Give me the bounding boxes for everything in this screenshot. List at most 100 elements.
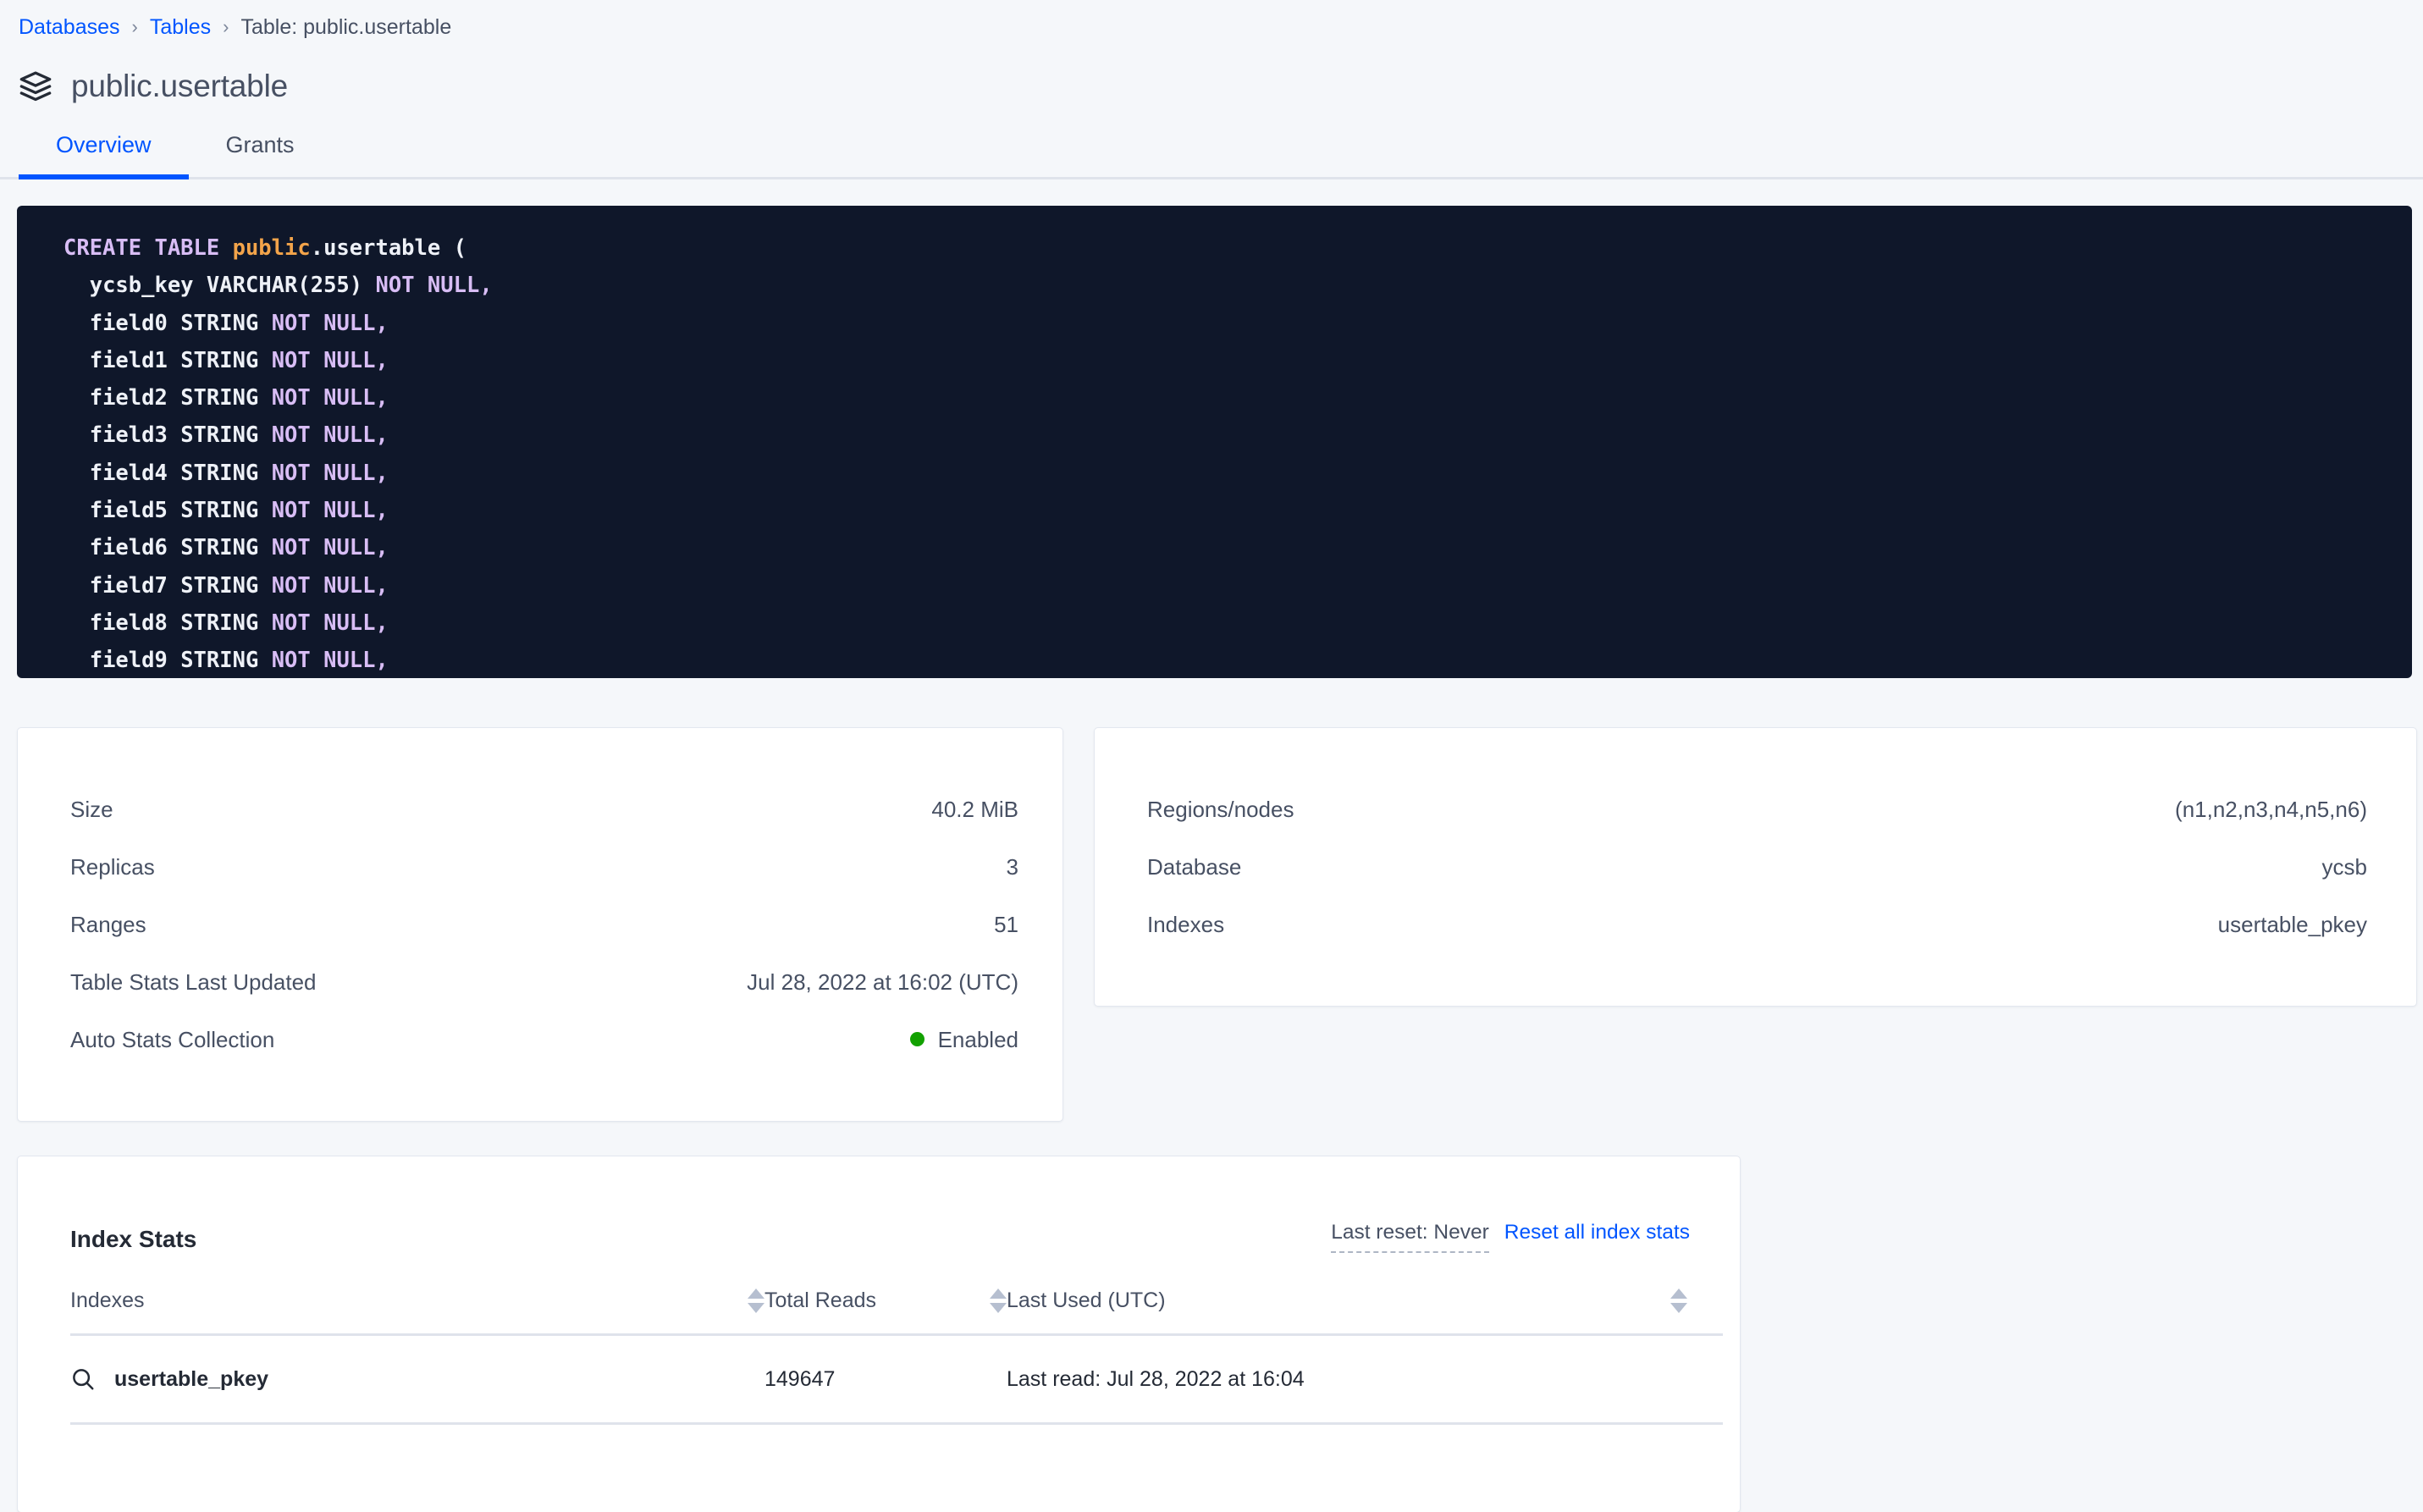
stat-value: Jul 28, 2022 at 16:02 (UTC) (747, 968, 1018, 995)
column-header-label: Last Used (UTC) (1007, 1289, 1166, 1312)
stat-value: (n1,n2,n3,n4,n5,n6) (2175, 796, 2367, 822)
sql-column-type: STRING (180, 460, 259, 486)
tab-overview[interactable]: Overview (19, 132, 189, 179)
sql-column-name: field9 (89, 648, 168, 674)
sql-column-constraint: NOT NULL, (271, 648, 389, 674)
sql-table-name: .usertable ( (310, 235, 466, 261)
create-table-code-block: CREATE TABLE public.usertable ( ycsb_key… (17, 206, 2412, 678)
sql-column-constraint: NOT NULL, (271, 572, 389, 599)
stat-row-size: Size 40.2 MiB (70, 781, 1018, 838)
sql-column-type: VARCHAR(255) (206, 273, 363, 299)
sql-column-name: field1 (89, 347, 168, 373)
cell-total-reads: 149647 (764, 1334, 1007, 1425)
sql-column-name: field4 (89, 460, 168, 486)
page-title: public.usertable (71, 69, 288, 103)
table-stats-card: Size 40.2 MiB Replicas 3 Ranges 51 Table… (17, 727, 1063, 1122)
sql-column-type: STRING (180, 535, 259, 561)
sql-column-name: ycsb_key (89, 273, 194, 299)
stat-label: Table Stats Last Updated (70, 968, 317, 995)
stat-label: Size (70, 796, 113, 822)
cell-index-name: usertable_pkey (70, 1334, 764, 1425)
stat-value: 3 (1006, 853, 1018, 880)
stat-row-replicas: Replicas 3 (70, 838, 1018, 896)
stat-row-auto-stats-collection: Auto Stats Collection Enabled (70, 1011, 1018, 1068)
stat-label: Indexes (1147, 911, 1225, 937)
sql-column-name: field0 (89, 310, 168, 336)
sql-column-name: field7 (89, 572, 168, 599)
stat-row-database: Database ycsb (1147, 838, 2367, 896)
sql-column-name: field2 (89, 385, 168, 411)
sql-column-name: field8 (89, 610, 168, 636)
sql-column-type: STRING (180, 572, 259, 599)
status-label: Enabled (937, 1026, 1018, 1052)
chevron-right-icon: › (223, 16, 229, 37)
index-stats-table: Indexes Total Reads Last Used (UTC) (70, 1289, 1723, 1425)
sql-column-constraint: NOT NULL, (271, 460, 389, 486)
sql-column-name: field6 (89, 535, 168, 561)
stat-value: 51 (994, 911, 1018, 937)
index-stats-actions: Last reset: Never Reset all index stats (1331, 1221, 1692, 1253)
database-stack-icon (19, 69, 52, 103)
column-header-label: Total Reads (764, 1289, 877, 1312)
reset-all-index-stats-link[interactable]: Reset all index stats (1504, 1221, 1690, 1244)
page-header: public.usertable (0, 42, 2423, 108)
stat-row-indexes: Indexes usertable_pkey (1147, 896, 2367, 953)
stat-row-regions-nodes: Regions/nodes (n1,n2,n3,n4,n5,n6) (1147, 781, 2367, 838)
sql-column-type: STRING (180, 347, 259, 373)
sql-column-type: STRING (180, 648, 259, 674)
stat-label: Ranges (70, 911, 146, 937)
stat-row-table-stats-last-updated: Table Stats Last Updated Jul 28, 2022 at… (70, 953, 1018, 1011)
table-details-cards: Size 40.2 MiB Replicas 3 Ranges 51 Table… (0, 678, 2423, 1122)
sql-column-type: STRING (180, 422, 259, 449)
cell-last-used: Last read: Jul 28, 2022 at 16:04 (1007, 1334, 1723, 1425)
sql-column-type: STRING (180, 498, 259, 524)
stat-label: Database (1147, 853, 1242, 880)
status-badge: Enabled (909, 1026, 1018, 1053)
sql-column-constraint: NOT NULL, (271, 610, 389, 636)
sql-column-constraint: NOT NULL, (375, 273, 493, 299)
sql-column-constraint: NOT NULL, (271, 310, 389, 336)
sql-column-constraint: NOT NULL, (271, 535, 389, 561)
column-header-indexes[interactable]: Indexes (70, 1289, 764, 1336)
table-placement-card: Regions/nodes (n1,n2,n3,n4,n5,n6) Databa… (1094, 727, 2417, 1007)
stat-row-ranges: Ranges 51 (70, 896, 1018, 953)
index-stats-title: Index Stats (70, 1226, 197, 1252)
stat-value: ycsb (2321, 853, 2367, 880)
table-header-row: Indexes Total Reads Last Used (UTC) (70, 1289, 1723, 1336)
column-header-total-reads[interactable]: Total Reads (764, 1289, 1007, 1336)
breadcrumb-item-databases[interactable]: Databases (19, 14, 120, 39)
stat-label: Replicas (70, 853, 155, 880)
sql-column-name: field3 (89, 422, 168, 449)
index-name-link[interactable]: usertable_pkey (114, 1366, 269, 1391)
sql-column-constraint: NOT NULL, (271, 422, 389, 449)
tab-grants[interactable]: Grants (189, 132, 332, 177)
sql-column-type: STRING (180, 610, 259, 636)
stat-label: Auto Stats Collection (70, 1026, 275, 1052)
create-table-sql: CREATE TABLE public.usertable ( ycsb_key… (17, 229, 2412, 678)
sort-icon[interactable] (748, 1289, 764, 1313)
breadcrumb-item-current: Table: public.usertable (240, 14, 452, 39)
sql-column-constraint: NOT NULL, (271, 347, 389, 373)
sql-schema-name: public (232, 235, 311, 261)
index-stats-card: Index Stats Last reset: Never Reset all … (17, 1156, 1741, 1512)
last-reset-label: Last reset: Never (1331, 1221, 1489, 1253)
chevron-right-icon: › (131, 16, 138, 37)
sql-column-constraint: NOT NULL, (271, 385, 389, 411)
breadcrumb: Databases › Tables › Table: public.usert… (0, 0, 2423, 42)
search-icon (70, 1366, 96, 1392)
stat-label: Regions/nodes (1147, 796, 1294, 822)
sort-icon[interactable] (990, 1289, 1007, 1313)
sql-column-type: STRING (180, 385, 259, 411)
table-row[interactable]: usertable_pkey 149647 Last read: Jul 28,… (70, 1334, 1723, 1425)
tab-bar: Overview Grants (0, 108, 2423, 179)
breadcrumb-item-tables[interactable]: Tables (149, 14, 212, 39)
sql-column-name: field5 (89, 498, 168, 524)
sort-icon[interactable] (1670, 1289, 1687, 1313)
index-stats-header: Index Stats Last reset: Never Reset all … (70, 1200, 1692, 1253)
stat-value: 40.2 MiB (931, 796, 1018, 822)
status-dot-icon (909, 1032, 924, 1047)
sql-keyword-create-table: CREATE TABLE (63, 235, 233, 261)
column-header-label: Indexes (70, 1289, 145, 1312)
sql-column-type: STRING (180, 310, 259, 336)
column-header-last-used[interactable]: Last Used (UTC) (1007, 1289, 1723, 1336)
